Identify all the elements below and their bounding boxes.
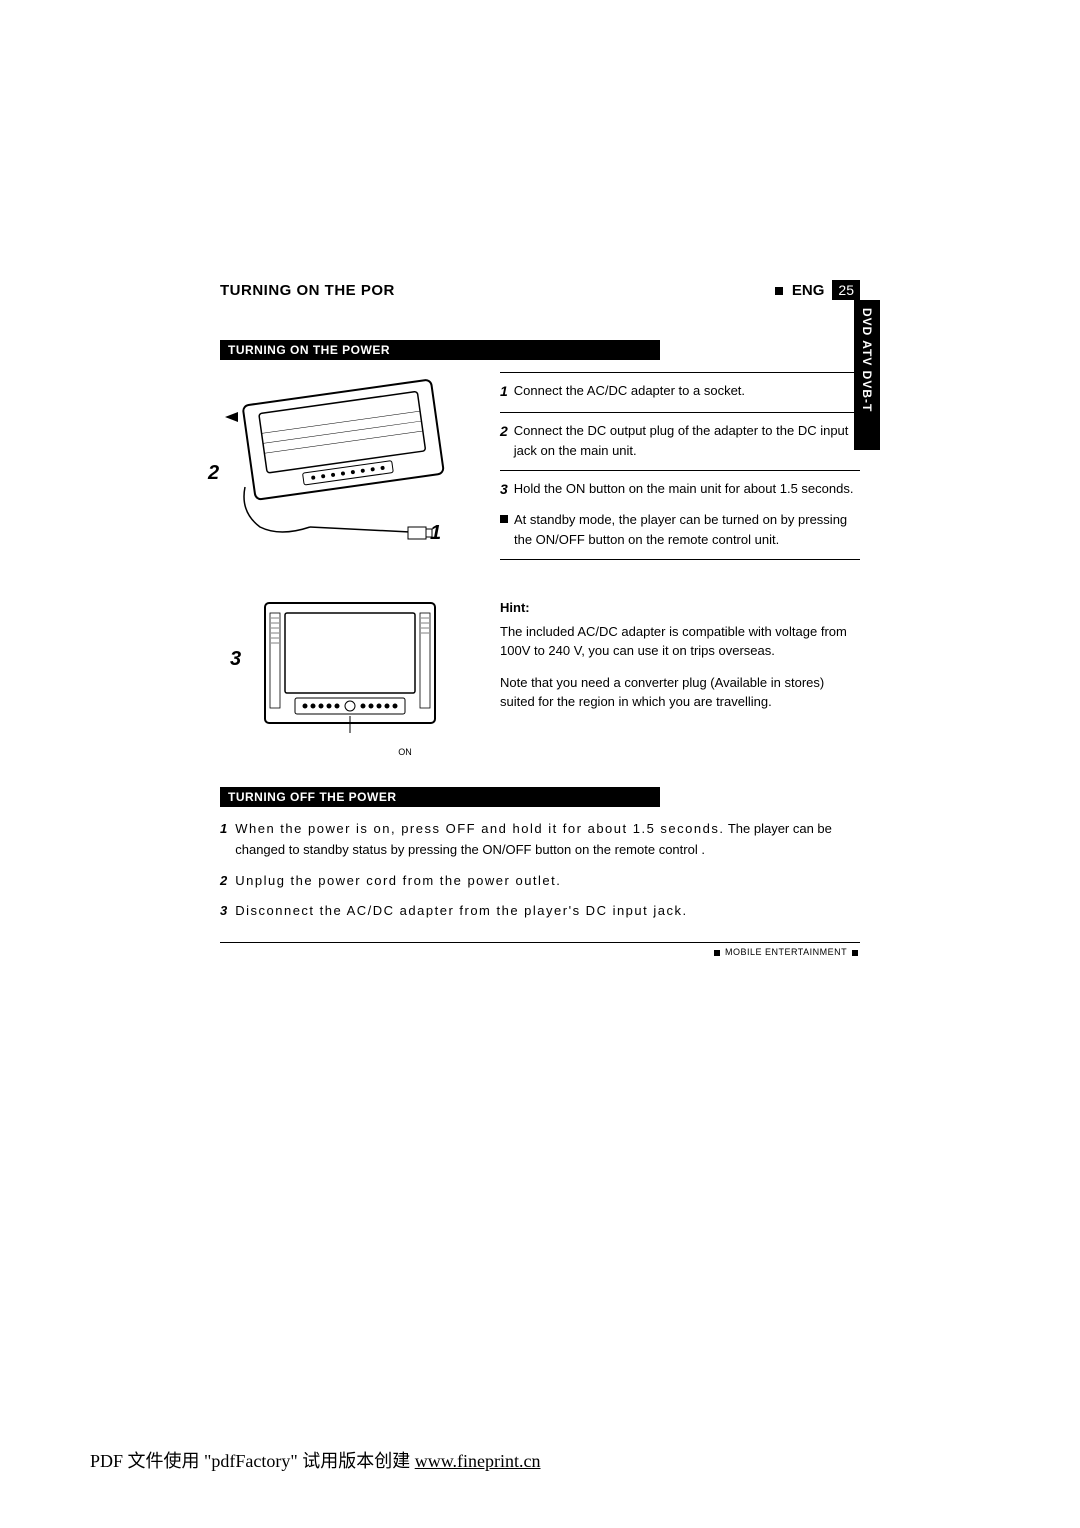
lang-indicator: ENG xyxy=(775,282,830,300)
callout-3: 3 xyxy=(230,648,241,671)
callout-1: 1 xyxy=(430,522,441,545)
off-step-2: 2 Unplug the power cord from the power o… xyxy=(220,871,860,892)
step-2: 2 Connect the DC output plug of the adap… xyxy=(500,412,860,460)
step-text: Hold the ON button on the main unit for … xyxy=(514,479,854,500)
step-number: 3 xyxy=(220,901,227,922)
step-number: 2 xyxy=(220,871,227,892)
note-text: At standby mode, the player can be turne… xyxy=(514,510,860,549)
step-text: Connect the DC output plug of the adapte… xyxy=(514,421,860,460)
watermark-prefix: PDF 文件使用 "pdfFactory" 试用版本创建 xyxy=(90,1451,415,1471)
step-text: Connect the AC/DC adapter to a socket. xyxy=(514,381,745,402)
step-text: When the power is on, press OFF and hold… xyxy=(235,819,860,861)
page-content: TURNING ON THE POR ENG 25 TURNING ON THE… xyxy=(220,280,860,957)
step-number: 2 xyxy=(500,421,508,460)
illustration-1: 2 1 xyxy=(220,372,480,568)
pdf-watermark: PDF 文件使用 "pdfFactory" 试用版本创建 www.finepri… xyxy=(90,1447,541,1473)
page-title: TURNING ON THE POR xyxy=(220,282,775,299)
hint-label: Hint: xyxy=(500,598,860,618)
hint-p2: Note that you need a converter plug (Ava… xyxy=(500,673,860,712)
square-icon xyxy=(500,515,508,523)
step-number: 1 xyxy=(500,381,508,402)
on-label: ON xyxy=(330,747,480,757)
square-icon xyxy=(775,287,783,295)
square-icon xyxy=(714,950,720,956)
step-3: 3 Hold the ON button on the main unit fo… xyxy=(500,470,860,500)
page-header: TURNING ON THE POR ENG 25 xyxy=(220,280,860,300)
square-icon xyxy=(852,950,858,956)
illustration-2: 3 xyxy=(220,598,480,757)
steps-col: 1 Connect the AC/DC adapter to a socket.… xyxy=(500,372,860,568)
footer-text: MOBILE ENTERTAINMENT xyxy=(725,947,847,957)
lang-code: ENG xyxy=(792,282,825,299)
step-number: 1 xyxy=(220,819,227,861)
dvd-front-icon xyxy=(260,598,440,738)
off-step-1: 1 When the power is on, press OFF and ho… xyxy=(220,819,860,861)
hint-col: Hint: The included AC/DC adapter is comp… xyxy=(500,598,860,757)
hint-row: 3 xyxy=(220,598,860,757)
step-1: 1 Connect the AC/DC adapter to a socket. xyxy=(500,372,860,402)
off-step-3: 3 Disconnect the AC/DC adapter from the … xyxy=(220,901,860,922)
step-text: Disconnect the AC/DC adapter from the pl… xyxy=(235,901,687,922)
standby-note: At standby mode, the player can be turne… xyxy=(500,510,860,549)
page-number: 25 xyxy=(832,280,860,300)
section-bar-off: TURNING OFF THE POWER xyxy=(220,787,660,807)
watermark-link[interactable]: www.fineprint.cn xyxy=(415,1451,541,1471)
section-bar-on: TURNING ON THE POWER xyxy=(220,340,660,360)
hint-p1: The included AC/DC adapter is compatible… xyxy=(500,622,860,661)
power-on-row: 2 1 xyxy=(220,372,860,568)
callout-2: 2 xyxy=(208,462,219,485)
dvd-player-icon xyxy=(220,372,450,562)
step-number: 3 xyxy=(500,479,508,500)
step-text: Unplug the power cord from the power out… xyxy=(235,871,561,892)
power-off-list: 1 When the power is on, press OFF and ho… xyxy=(220,819,860,922)
page-footer: MOBILE ENTERTAINMENT xyxy=(220,942,860,957)
divider xyxy=(500,559,860,560)
